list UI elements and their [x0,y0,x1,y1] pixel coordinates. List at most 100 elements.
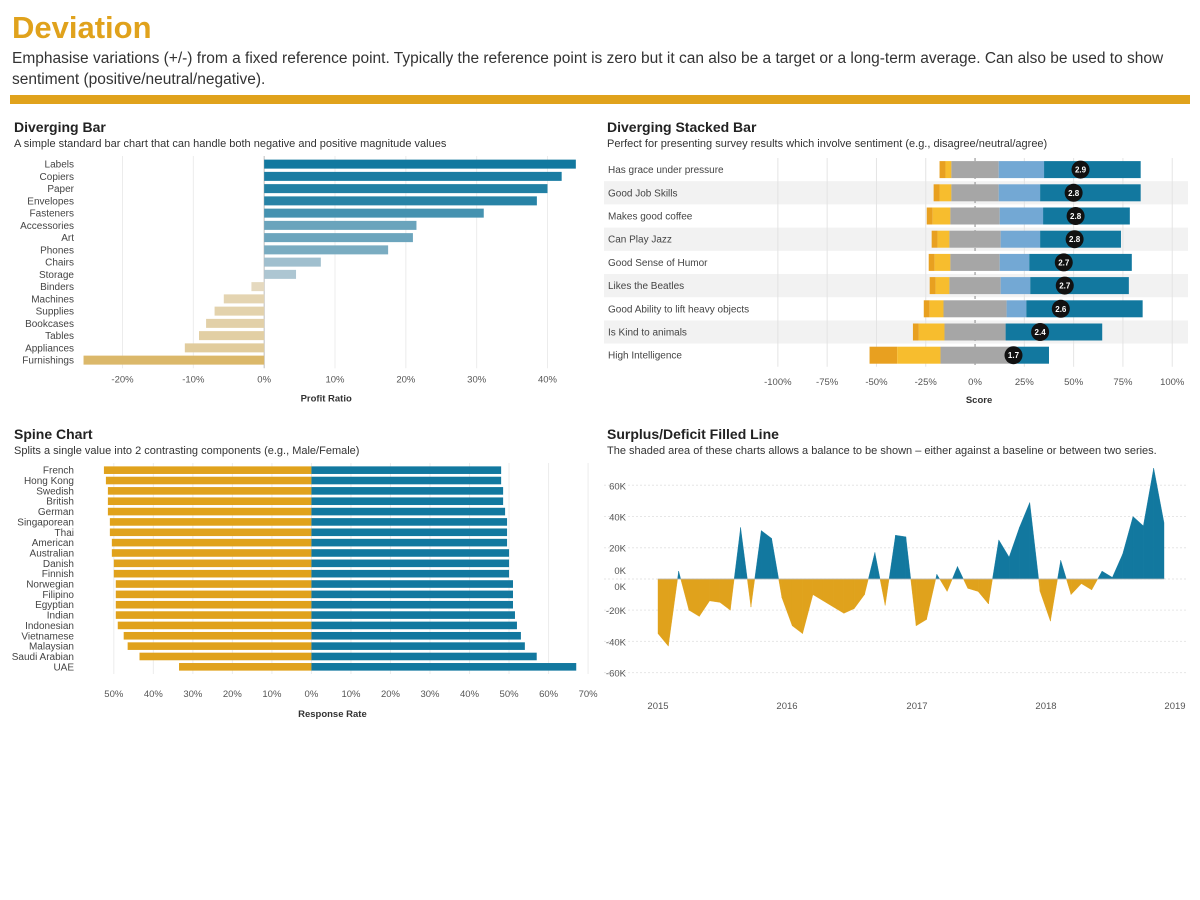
tick-label: 30% [467,374,487,385]
category-label: German [38,507,74,518]
bar-right [311,621,517,630]
bar-left [127,642,312,650]
tick-label: -20K [606,606,627,617]
deficit-area [884,578,890,606]
category-label: Phones [40,245,74,256]
stacked-segment [949,230,1001,248]
category-label: Good Ability to lift heavy objects [608,304,749,315]
tick-label: 20% [223,689,243,700]
bar-right [311,518,508,526]
surplus-area [1060,560,1067,580]
score-dot [1004,346,1023,365]
deficit-area [802,578,814,634]
bar-right [311,652,537,661]
deficit-area [926,578,936,620]
bar-left [113,559,312,568]
category-label: Singaporean [17,517,74,528]
spine-chart-title: Spine Chart [14,426,93,442]
bar-left [109,528,312,537]
bar-right [311,528,508,537]
bar-left [179,663,312,671]
surplus-area [754,530,762,580]
tick-label: 50% [1064,377,1084,388]
stacked-segment [999,207,1044,225]
bar-left [115,580,312,588]
surplus-area [998,539,1010,580]
bar-right [311,663,577,671]
score-label: 2.9 [1075,166,1087,175]
deficit-area [864,578,869,595]
category-label: Makes good coffee [608,212,693,223]
surplus-area [1057,560,1061,580]
tick-label: -75% [816,377,839,388]
bar [184,343,265,353]
category-label: Machines [31,294,74,305]
category-label: French [43,466,74,477]
surplus-area [1122,516,1134,580]
score-dot [1054,253,1073,272]
surplus-area [1112,553,1123,580]
category-label: Vietnamese [21,631,74,642]
category-label: Envelopes [27,196,74,207]
category-label: Egyptian [35,600,74,611]
surplus-area [895,535,907,580]
page-title: Deviation [12,10,152,45]
tick-label: 10% [262,689,282,700]
score-dot [1065,230,1084,249]
deficit-area [879,578,886,606]
score-label: 1.7 [1008,351,1020,360]
tick-label: 25% [1015,377,1035,388]
tick-label: -50% [865,377,888,388]
surplus-area [874,552,881,580]
tick-label: 40% [538,374,558,385]
bar [264,184,548,194]
bar-left [115,611,312,619]
category-label: Fasteners [30,209,74,220]
bar-right [311,487,504,495]
diverging-bar-title: Diverging Bar [14,119,106,135]
page-description: Emphasise variations (+/-) from a fixed … [12,50,1164,88]
score-dot [1066,207,1085,225]
bar [264,257,321,267]
category-label: Is Kind to animals [608,328,687,339]
bar-left [109,518,312,526]
year-label: 2016 [776,701,797,712]
stacked-segment [923,300,930,318]
deficit-area [946,578,953,592]
diverging-bar-subtitle: A simple standard bar chart that can han… [14,138,447,150]
surplus-area [1097,571,1103,580]
deficit-area [781,578,793,626]
bar-left [111,538,312,547]
tick-label: 10% [325,374,345,385]
deficit-area [843,578,855,614]
stacked-segment [918,323,945,341]
deficit-area [833,578,845,614]
category-label: Good Job Skills [608,188,677,199]
stacked-segment [934,253,951,271]
stacked-segment [998,184,1041,202]
bar-right [311,590,513,599]
surplus-area [888,535,896,580]
bar-left [111,549,312,557]
bar-right [311,631,521,640]
score-dot [1064,183,1083,202]
stacked-segment [1000,277,1031,295]
tick-label: 50% [500,689,520,700]
category-label: Filipino [42,590,74,601]
stacked-segment [929,277,936,295]
tick-label: 50% [104,689,124,700]
stacked-segment [931,230,938,248]
bar-left [139,652,312,661]
tick-label: 0% [968,377,982,388]
bar [264,171,562,181]
bar-left [117,621,312,630]
category-label: Likes the Beatles [608,281,684,292]
tick-label: 40K [609,513,627,524]
stacked-segment [933,184,940,202]
tick-label: 40% [144,689,164,700]
bar [264,196,537,206]
category-label: Copiers [40,172,74,183]
surplus-area [936,573,940,580]
deficit-area [1081,578,1092,591]
score-label: 2.6 [1055,305,1067,314]
